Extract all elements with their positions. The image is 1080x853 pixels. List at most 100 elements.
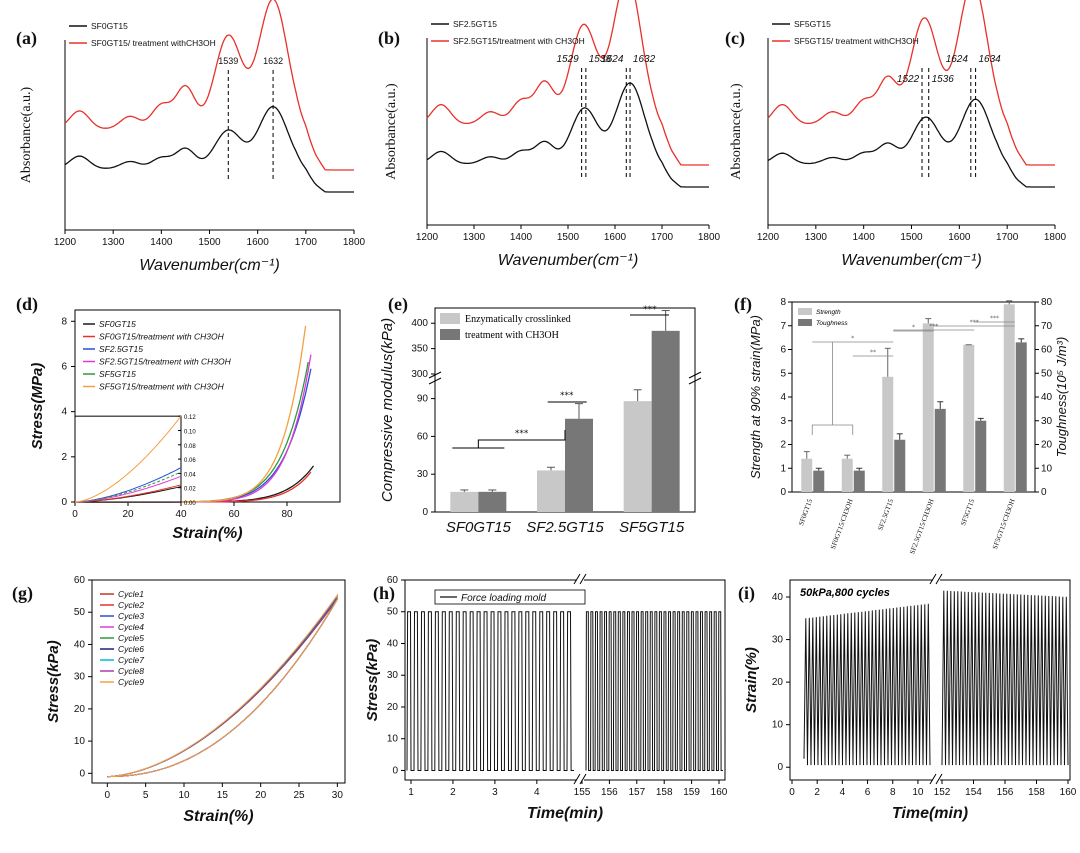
x-axis-label: Wavenumber(cm⁻¹) [498,252,639,269]
y-tick-label: 2 [61,452,67,463]
x-tick-label: 159 [683,787,700,798]
panel-label-d: (d) [16,294,38,315]
spectrum-line-untreated [426,82,709,188]
axis-break-mark [929,573,943,785]
category-label: SF2.5GT15 [526,519,604,536]
inset-curve [74,415,182,503]
x-tick-label: 2 [450,787,456,798]
legend-label: SF0GT15/ treatment withCH3OH [91,38,216,48]
bar-toughness [894,439,906,492]
legend-label: Cycle2 [118,600,144,610]
y-tick-label: 0 [422,507,428,518]
spectrum-line-treated [767,0,1055,166]
peak-label: 1539 [218,56,238,66]
significance-label: *** [990,315,999,322]
bar-SF0GT15-crosslinked [450,491,479,512]
x-tick-label: 158 [656,787,673,798]
y-tick-label: 60 [74,575,86,586]
y-tick-label: 50 [387,607,399,618]
peak-label: 1522 [897,74,920,85]
inset-y-tick-label: 0.06 [184,458,196,464]
x-tick-label: 4 [840,787,846,798]
panel-c: (c) 1200 1300 1400 1500 1600 1700 1800 Wavenumb… [725,0,1067,269]
x-tick-label: 1200 [416,232,439,243]
x-tick-label: 1500 [198,237,221,248]
y-tick-label: 10 [74,736,86,747]
x-tick-label: 1800 [343,237,366,248]
x-tick-label: 10 [178,790,190,801]
x-tick-label: 1700 [295,237,318,248]
bar-toughness [853,470,865,492]
significance-label: ** [870,349,876,356]
y-tick-label-left: 3 [780,416,786,427]
x-tick-label: 1400 [150,237,173,248]
panel-a: (a) 1200 1300 1400 1500 1600 1700 1800 Wavenumb… [16,0,366,274]
legend-label: SF0GT15/treatment with CH3OH [99,332,225,342]
stress-strain-chart-d: 0 20 40 60 80 0 2 4 6 8 Strain(%) Stress(MPa) 0.00 0.… [29,309,341,542]
y-tick-label: 350 [411,344,428,355]
legend-label: Cycle6 [118,644,144,654]
y-axis-label: Strain(%) [743,647,760,713]
y-tick-label-right: 20 [1041,440,1053,451]
y-tick-label: 0 [777,762,783,773]
category-label: SF0GT15 [446,519,512,536]
bar-SF0GT15-ch3oh [478,491,507,512]
significance-label: *** [929,323,938,330]
y-tick-label-right: 60 [1041,345,1053,356]
y-axis-label-left: Strength at 90% strain(MPa) [748,315,763,479]
x-tick-label: 155 [574,787,591,798]
compressive-modulus-chart-e: 0 30 60 90 300 350 400 Compressive modulus(kPa)… [379,305,702,536]
panel-i: (i) 0 10 20 30 40 0 2 4 6 8 10 152 154 156 158 160 Time(… [738,573,1077,822]
legend-label: SF0GT15 [99,319,136,329]
bar-toughness [1015,342,1027,492]
stress-wave-late [585,611,723,771]
bar-strength [963,344,975,492]
y-axis-label-right: Toughness(10⁵ J/m³) [1054,337,1069,458]
axes [767,38,1055,226]
bar-strength [882,376,894,492]
bar-strength [922,323,934,492]
legend-box [434,589,586,605]
legend-swatch [440,329,460,340]
axes [64,40,354,231]
axis-break-mark [573,573,587,785]
legend-label: SF2.5GT15/treatment with CH3OH [453,36,585,46]
panel-label-g: (g) [12,583,33,604]
category-label: SF0GT15 [797,497,814,526]
category-label: SF5GT15 [959,497,976,526]
x-tick-label: 1300 [102,237,125,248]
x-tick-label: 25 [293,790,305,801]
inset-frame [74,415,182,503]
bar-SF2.5GT15-crosslinked [537,470,565,512]
x-tick-label: 20 [122,509,134,520]
x-tick-label: 158 [1028,787,1045,798]
x-tick-label: 1200 [54,237,77,248]
x-tick-label: 154 [965,787,982,798]
panel-label-b: (b) [378,28,400,49]
y-tick-label: 30 [772,635,784,646]
y-tick-label: 40 [74,639,86,650]
legend-label: SF2.5GT15/treatment with CH3OH [99,357,232,367]
y-tick-label: 0 [79,768,85,779]
panel-label-c: (c) [725,28,745,49]
bar-SF2.5GT15-ch3oh [565,418,593,512]
legend-label: SF5GT15/treatment with CH3OH [99,382,225,392]
inset-y-tick-label: 0.04 [184,472,196,478]
x-tick-label: 1300 [805,232,828,243]
bar-toughness [975,420,987,492]
y-tick-label: 0 [61,497,67,508]
x-tick-label: 3 [492,787,498,798]
panel-b: (b) 1200 1300 1400 1500 1600 1700 1800 Wavenumb… [378,0,721,269]
inset-y-tick-label: 0.02 [184,487,196,493]
strain-time-chart-i: 0 10 20 30 40 0 2 4 6 8 10 152 154 156 158 160 Time(min)… [743,573,1077,822]
significance-label: *** [970,319,979,326]
strain-wave-early [803,603,931,766]
cycle-loop [107,593,338,778]
panel-g: (g) 0 5 10 15 20 25 30 0 10 20 30 40 50 60 Strain(%) St… [12,575,346,825]
x-tick-label: 8 [890,787,896,798]
y-tick-label: 20 [387,702,399,713]
spectrum-line-treated [426,0,709,166]
stress-time-chart-h: 0 10 20 30 40 50 60 1 2 3 4 155 156 157 158 159 160 Time(… [364,573,728,822]
peak-label: 1634 [978,54,1001,65]
